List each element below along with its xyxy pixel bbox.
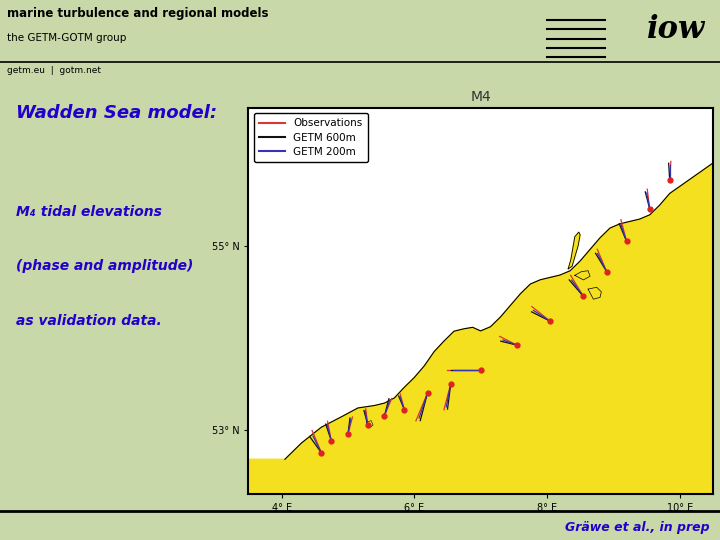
Text: marine turbulence and regional models: marine turbulence and regional models bbox=[7, 8, 269, 21]
Text: iow: iow bbox=[647, 14, 706, 45]
Text: (phase and amplitude): (phase and amplitude) bbox=[16, 259, 193, 273]
Text: the GETM-GOTM group: the GETM-GOTM group bbox=[7, 33, 127, 43]
Title: M4: M4 bbox=[470, 90, 491, 104]
Text: Wadden Sea model:: Wadden Sea model: bbox=[16, 104, 217, 123]
Text: getm.eu  |  gotm.net: getm.eu | gotm.net bbox=[7, 66, 102, 75]
Text: Gräwe et al., in prep: Gräwe et al., in prep bbox=[564, 521, 709, 534]
Polygon shape bbox=[575, 271, 590, 280]
Legend: Observations, GETM 600m, GETM 200m: Observations, GETM 600m, GETM 200m bbox=[253, 113, 368, 162]
Polygon shape bbox=[588, 287, 601, 299]
Text: as validation data.: as validation data. bbox=[16, 314, 161, 328]
Polygon shape bbox=[366, 421, 373, 428]
Polygon shape bbox=[248, 163, 713, 494]
Polygon shape bbox=[568, 232, 580, 269]
Text: M₄ tidal elevations: M₄ tidal elevations bbox=[16, 205, 162, 219]
